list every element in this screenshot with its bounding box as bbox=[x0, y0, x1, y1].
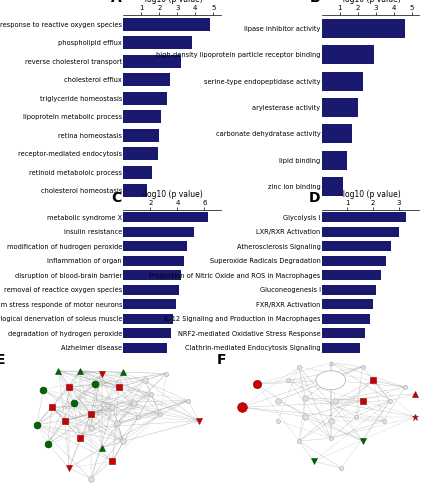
Bar bbox=[123, 18, 210, 31]
Bar bbox=[322, 124, 352, 144]
X-axis label: -log10 (p value): -log10 (p value) bbox=[142, 0, 202, 4]
Bar bbox=[123, 147, 157, 160]
Text: F: F bbox=[217, 353, 226, 367]
X-axis label: -log10 (p value): -log10 (p value) bbox=[340, 190, 401, 199]
Bar bbox=[123, 270, 181, 280]
Text: B: B bbox=[310, 0, 320, 5]
Bar bbox=[322, 284, 376, 295]
Bar bbox=[123, 92, 167, 105]
Bar bbox=[322, 241, 391, 252]
X-axis label: -log10 (p value): -log10 (p value) bbox=[340, 0, 401, 4]
Bar bbox=[123, 342, 167, 353]
Bar bbox=[322, 212, 406, 222]
Circle shape bbox=[316, 371, 346, 390]
Bar bbox=[322, 328, 365, 338]
Text: C: C bbox=[111, 191, 122, 205]
Bar bbox=[123, 328, 171, 338]
Bar bbox=[322, 270, 381, 280]
Bar bbox=[322, 45, 374, 64]
Bar bbox=[123, 314, 173, 324]
Bar bbox=[322, 256, 386, 266]
Bar bbox=[123, 73, 170, 86]
Bar bbox=[322, 226, 399, 237]
Bar bbox=[123, 36, 192, 50]
Bar bbox=[322, 98, 358, 117]
Bar bbox=[322, 72, 363, 90]
Bar bbox=[123, 166, 152, 179]
Bar bbox=[322, 314, 370, 324]
Bar bbox=[322, 299, 373, 310]
Bar bbox=[322, 342, 360, 353]
Bar bbox=[123, 284, 179, 295]
Bar bbox=[322, 18, 404, 38]
Text: A: A bbox=[111, 0, 122, 5]
Bar bbox=[123, 128, 159, 142]
Bar bbox=[123, 184, 147, 198]
Bar bbox=[123, 226, 194, 237]
Bar bbox=[322, 178, 344, 197]
Bar bbox=[123, 299, 176, 310]
X-axis label: -log10 (p value): -log10 (p value) bbox=[142, 190, 202, 199]
Bar bbox=[123, 212, 209, 222]
Bar bbox=[123, 54, 181, 68]
Bar bbox=[123, 241, 187, 252]
Bar bbox=[322, 151, 347, 170]
Bar bbox=[123, 110, 161, 124]
Bar bbox=[123, 256, 184, 266]
Text: E: E bbox=[0, 353, 5, 367]
Text: D: D bbox=[309, 191, 320, 205]
